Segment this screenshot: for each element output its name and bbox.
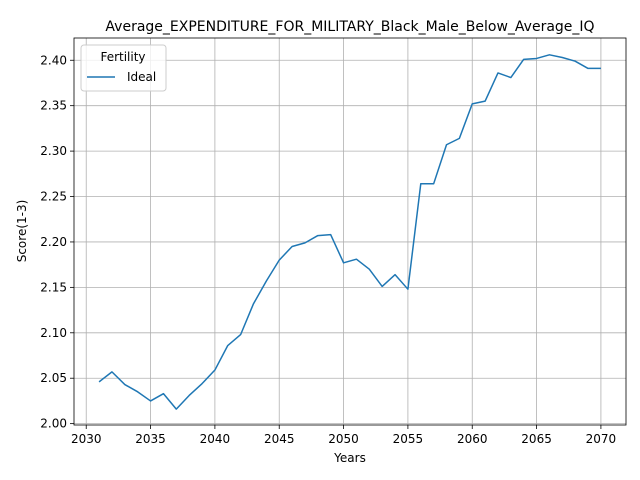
- x-tick-label: 2065: [521, 432, 552, 446]
- x-tick-label: 2035: [135, 432, 166, 446]
- x-tick-label: 2040: [200, 432, 231, 446]
- x-tick-label: 2030: [71, 432, 102, 446]
- y-tick-label: 2.15: [40, 280, 67, 294]
- chart-title: Average_EXPENDITURE_FOR_MILITARY_Black_M…: [105, 19, 594, 35]
- y-tick-label: 2.30: [40, 144, 67, 158]
- x-tick-label: 2050: [328, 432, 359, 446]
- y-tick-label: 2.05: [40, 371, 67, 385]
- y-tick-label: 2.40: [40, 53, 67, 67]
- y-axis: 2.00 2.05 2.10 2.15 2.20 2.25 2.30 2.35 2.40: [40, 53, 74, 431]
- x-tick-label: 2045: [264, 432, 295, 446]
- legend-title: Fertility: [100, 50, 145, 64]
- x-tick-label: 2070: [586, 432, 617, 446]
- y-tick-label: 2.00: [40, 417, 67, 431]
- y-tick-label: 2.35: [40, 99, 67, 113]
- legend-box: [80, 44, 167, 92]
- y-tick-label: 2.10: [40, 326, 67, 340]
- grid: [74, 38, 626, 425]
- plot-area: [74, 38, 626, 425]
- plot-frame: [73, 37, 627, 426]
- x-tick-label: 2060: [457, 432, 488, 446]
- legend-label: Ideal: [127, 70, 156, 84]
- x-axis-label: Years: [333, 451, 366, 465]
- series-line-ideal: [98, 54, 601, 410]
- y-tick-label: 2.25: [40, 190, 67, 204]
- y-axis-label: Score(1-3): [15, 200, 29, 263]
- series-layer: [98, 54, 601, 410]
- x-axis: 2030 2035 2040 2045 2050 2055 2060 2065 2070: [71, 425, 616, 446]
- y-tick-label: 2.20: [40, 235, 67, 249]
- legend: Fertility Ideal: [80, 44, 167, 92]
- x-tick-label: 2055: [393, 432, 424, 446]
